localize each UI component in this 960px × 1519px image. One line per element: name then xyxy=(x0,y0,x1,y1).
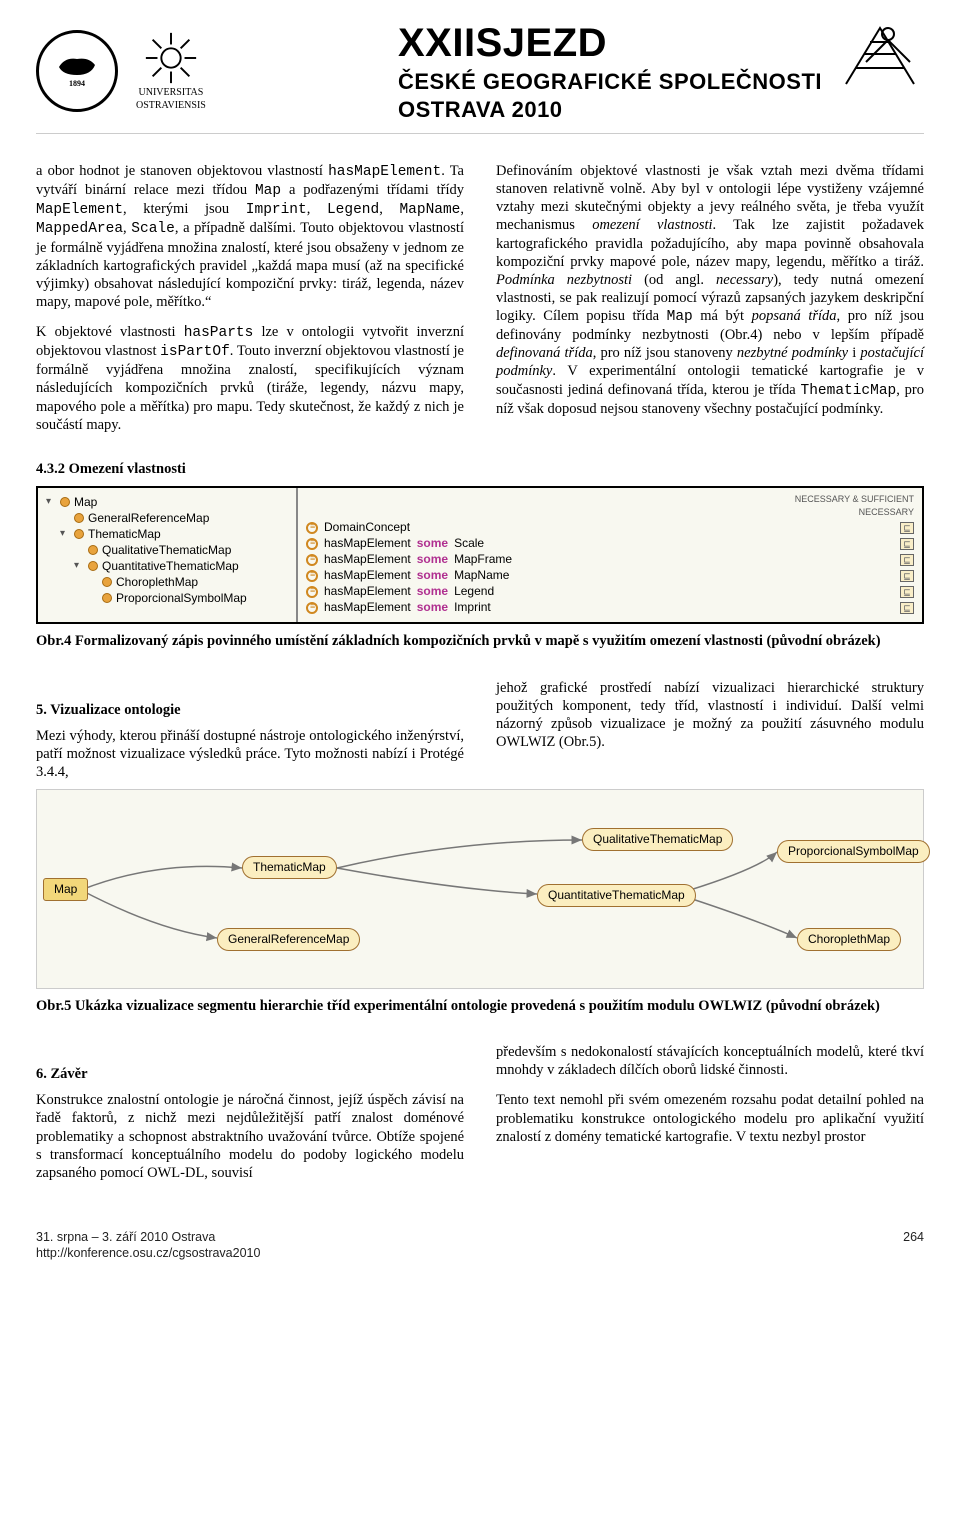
figure-4-caption: Obr.4 Formalizovaný zápis povinného umís… xyxy=(36,632,924,650)
page-number: 264 xyxy=(903,1230,924,1261)
tree-item[interactable]: GeneralReferenceMap xyxy=(60,511,288,526)
page-footer: 31. srpna – 3. září 2010 Ostrava http://… xyxy=(36,1230,924,1285)
node-quantitative: QuantitativeThematicMap xyxy=(537,884,696,907)
tree-item[interactable]: QualitativeThematicMap xyxy=(74,543,288,558)
node-generalref: GeneralReferenceMap xyxy=(217,928,360,951)
title-small: SJEZD xyxy=(476,21,607,65)
tree-item[interactable]: ProporcionalSymbolMap xyxy=(88,591,288,606)
node-qualitative: QualitativeThematicMap xyxy=(582,828,733,851)
restriction-row[interactable]: hasMapElementsomeImprint⊑ xyxy=(306,600,914,615)
node-propsymbol: ProporcionalSymbolMap xyxy=(777,840,930,863)
restriction-row[interactable]: hasMapElementsomeLegend⊑ xyxy=(306,584,914,599)
conference-title: XXIISJEZD ČESKÉ GEOGRAFICKÉ SPOLEČNOSTI … xyxy=(398,18,822,123)
univ-line1: UNIVERSITAS xyxy=(139,87,204,100)
sec5-p1: Mezi výhody, kterou přináší dostupné nás… xyxy=(36,727,464,781)
footer-url: http://konference.osu.cz/cgsostrava2010 xyxy=(36,1246,260,1262)
section-6-text: 6. Závěr Konstrukce znalostní ontologie … xyxy=(36,1043,924,1182)
footer-date: 31. srpna – 3. září 2010 Ostrava xyxy=(36,1230,260,1246)
sec6-p2: především s nedokonalostí stávajících ko… xyxy=(496,1043,924,1079)
restriction-row[interactable]: hasMapElementsomeScale⊑ xyxy=(306,536,914,551)
para-3: Definováním objektové vlastnosti je však… xyxy=(496,162,924,418)
graph-edges xyxy=(37,790,923,988)
restriction-row[interactable]: hasMapElementsomeMapFrame⊑ xyxy=(306,552,914,567)
node-choropleth: ChoroplethMap xyxy=(797,928,901,951)
page-header: 1894 UNIVERSITAS OSTRAVIENSIS XXIISJEZD … xyxy=(36,0,924,134)
tree-item[interactable]: ▾QuantitativeThematicMap xyxy=(74,559,288,574)
head-nec: NECESSARY xyxy=(859,507,914,518)
sec5-p2: jehož grafické prostředí nabízí vizualiz… xyxy=(496,679,924,752)
restriction-row[interactable]: DomainConcept⊑ xyxy=(306,520,914,535)
figure-5: Map ThematicMap GeneralReferenceMap Qual… xyxy=(36,789,924,989)
sec6-p1: Konstrukce znalostní ontologie je náročn… xyxy=(36,1091,464,1182)
para-1: a obor hodnot je stanoven objektovou vla… xyxy=(36,162,464,311)
tree-item[interactable]: ChoroplethMap xyxy=(88,575,288,590)
node-thematicmap: ThematicMap xyxy=(242,856,337,879)
section-5-title: 5. Vizualizace ontologie xyxy=(36,701,464,719)
figure-4: ▾MapGeneralReferenceMap▾ThematicMapQuali… xyxy=(36,486,924,625)
tree-item[interactable]: ▾Map xyxy=(46,495,288,510)
para-2: K objektové vlastnosti hasParts lze v on… xyxy=(36,323,464,434)
title-line2: ČESKÉ GEOGRAFICKÉ SPOLEČNOSTI xyxy=(398,68,822,96)
node-map: Map xyxy=(43,878,88,901)
university-logo: UNIVERSITAS OSTRAVIENSIS xyxy=(136,29,206,112)
figure-5-caption: Obr.5 Ukázka vizualizace segmentu hierar… xyxy=(36,997,924,1015)
section-6-title: 6. Závěr xyxy=(36,1065,464,1083)
tree-item[interactable]: ▾ThematicMap xyxy=(60,527,288,542)
logo-year: 1894 xyxy=(69,79,85,89)
society-logo: 1894 xyxy=(36,30,118,112)
main-text: a obor hodnot je stanoven objektovou vla… xyxy=(36,162,924,438)
title-line3: OSTRAVA 2010 xyxy=(398,96,822,124)
section-432: 4.3.2 Omezení vlastnosti xyxy=(36,460,924,478)
section-5-text: 5. Vizualizace ontologie Mezi výhody, kt… xyxy=(36,679,924,782)
tower-icon xyxy=(836,18,924,93)
restriction-row[interactable]: hasMapElementsomeMapName⊑ xyxy=(306,568,914,583)
restrictions-panel: NECESSARY & SUFFICIENT NECESSARY DomainC… xyxy=(298,488,922,623)
univ-line2: OSTRAVIENSIS xyxy=(136,100,206,113)
sec6-p3: Tento text nemohl při svém omezeném rozs… xyxy=(496,1091,924,1145)
head-nec-suff: NECESSARY & SUFFICIENT xyxy=(795,494,914,505)
class-tree: ▾MapGeneralReferenceMap▾ThematicMapQuali… xyxy=(38,488,298,623)
title-big: XXII xyxy=(398,21,476,65)
